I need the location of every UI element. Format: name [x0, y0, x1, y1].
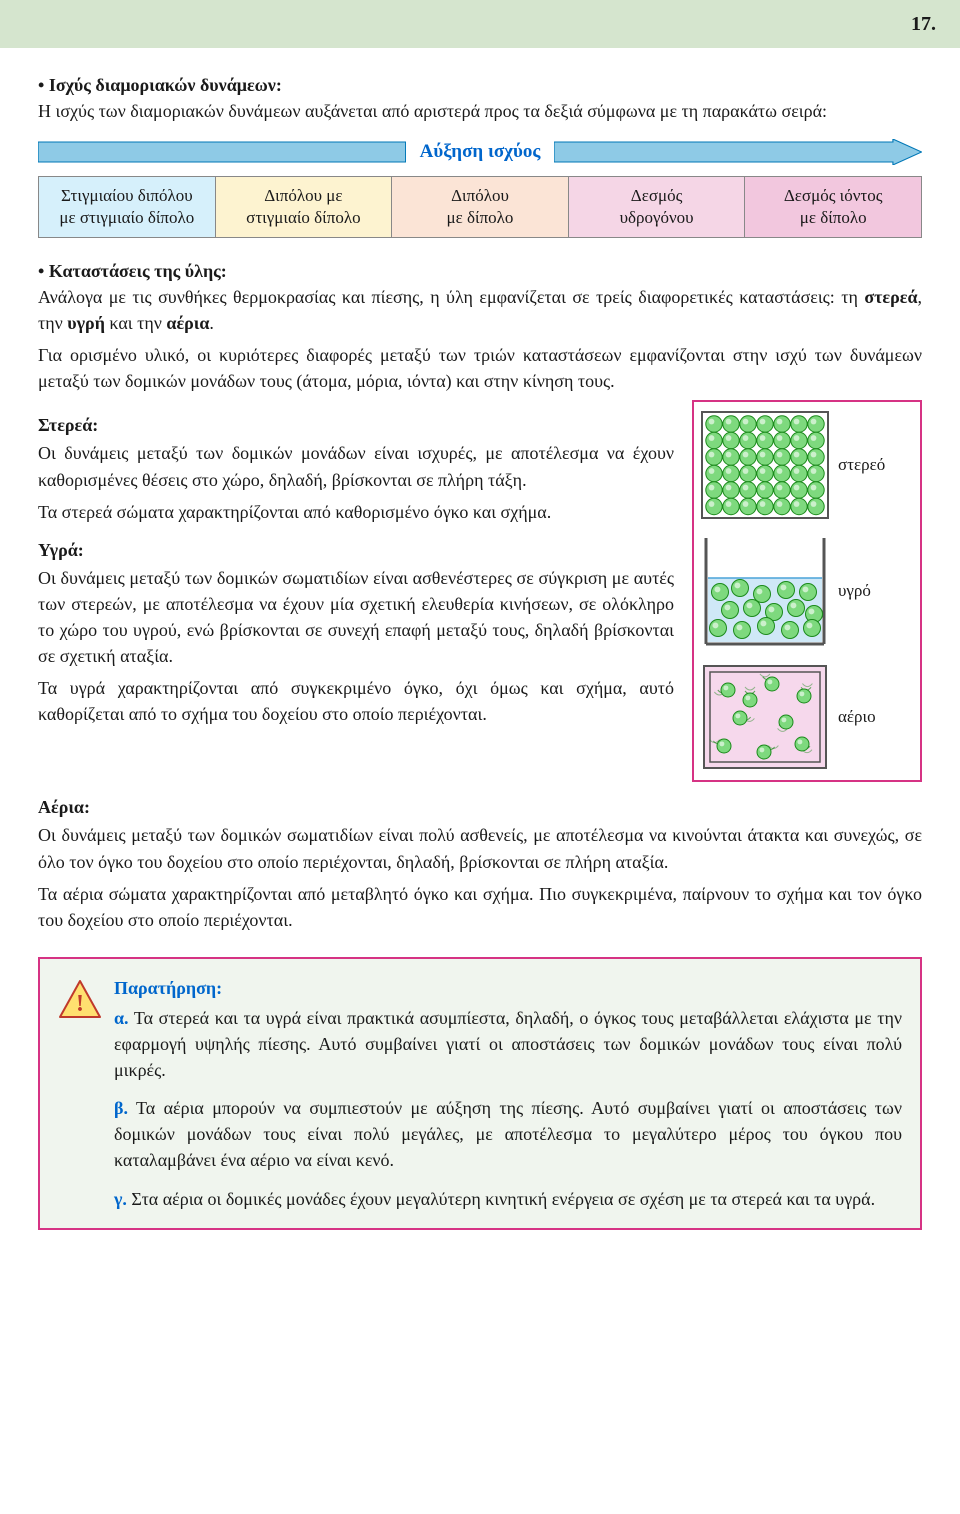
note-content: Παρατήρηση: α. Τα στερεά και τα υγρά είν…: [114, 975, 902, 1212]
liquid-head: Υγρά:: [38, 537, 674, 563]
gas-p1: Οι δυνάμεις μεταξύ των δομικών σωματιδίω…: [38, 822, 922, 874]
solid-p2: Τα στερεά σώματα χαρακτηρίζονται από καθ…: [38, 499, 674, 525]
force-cell-1: Διπόλου με στιγμιαίο δίπολο: [216, 177, 393, 237]
states-two-column: Στερεά: Οι δυνάμεις μεταξύ των δομικών μ…: [38, 400, 922, 782]
solid-diagram: [700, 410, 830, 520]
liquid-figure-row: υγρό: [700, 536, 914, 646]
states-figure-column: στερεό υγρό: [692, 400, 922, 782]
strength-arrow-row: Αύξηση ισχύος: [38, 138, 922, 166]
arrow-left-icon: [38, 139, 406, 165]
solid-head: Στερεά:: [38, 412, 674, 438]
intermolecular-strength-section: Ισχύς διαμοριακών δυνάμεων: Η ισχύς των …: [38, 72, 922, 124]
gas-figure-row: αέριο: [700, 662, 914, 772]
section2-p2: Για ορισμένο υλικό, οι κυριότερες διαφορ…: [38, 342, 922, 394]
section2-title: Καταστάσεις της ύλης:: [38, 261, 227, 281]
section1-text: Η ισχύς των διαμοριακών δυνάμεων αυξάνετ…: [38, 101, 827, 121]
gas-p2: Τα αέρια σώματα χαρακτηρίζονται από μετα…: [38, 881, 922, 933]
force-table: Στιγμιαίου διπόλου με στιγμιαίο δίπολο Δ…: [38, 176, 922, 238]
solid-figure-row: στερεό: [700, 410, 914, 520]
note-a: α. Τα στερεά και τα υγρά είναι πρακτικά …: [114, 1005, 902, 1083]
arrow-label: Αύξηση ισχύος: [406, 138, 555, 166]
arrow-right-icon: [554, 139, 922, 165]
section1-title: Ισχύς διαμοριακών δυνάμεων:: [38, 75, 282, 95]
note-c: γ. Στα αέρια οι δομικές μονάδες έχουν με…: [114, 1186, 902, 1212]
solid-label: στερεό: [838, 453, 885, 478]
page-header: 17.: [0, 0, 960, 48]
liquid-p1: Οι δυνάμεις μεταξύ των δομικών σωματιδίω…: [38, 565, 674, 669]
force-cell-4: Δεσμός ιόντος με δίπολο: [745, 177, 921, 237]
gas-head: Αέρια:: [38, 794, 922, 820]
warning-icon: !: [58, 979, 102, 1019]
force-cell-3: Δεσμός υδρογόνου: [569, 177, 746, 237]
observation-note: ! Παρατήρηση: α. Τα στερεά και τα υγρά ε…: [38, 957, 922, 1230]
note-title: Παρατήρηση:: [114, 975, 902, 1001]
force-cell-2: Διπόλου με δίπολο: [392, 177, 569, 237]
gas-label: αέριο: [838, 705, 876, 730]
states-of-matter-section: Καταστάσεις της ύλης: Ανάλογα με τις συν…: [38, 258, 922, 933]
liquid-diagram: [700, 536, 830, 646]
liquid-p2: Τα υγρά χαρακτηρίζονται από συγκεκριμένο…: [38, 675, 674, 727]
states-text-column: Στερεά: Οι δυνάμεις μεταξύ των δομικών μ…: [38, 400, 674, 733]
page-number: 17.: [911, 10, 936, 39]
page-content: Ισχύς διαμοριακών δυνάμεων: Η ισχύς των …: [0, 48, 960, 1250]
force-cell-0: Στιγμιαίου διπόλου με στιγμιαίο δίπολο: [39, 177, 216, 237]
note-b: β. Τα αέρια μπορούν να συμπιεστούν με αύ…: [114, 1095, 902, 1173]
gas-diagram: [700, 662, 830, 772]
solid-p1: Οι δυνάμεις μεταξύ των δομικών μονάδων ε…: [38, 440, 674, 492]
svg-text:!: !: [76, 991, 84, 1017]
liquid-label: υγρό: [838, 579, 871, 604]
